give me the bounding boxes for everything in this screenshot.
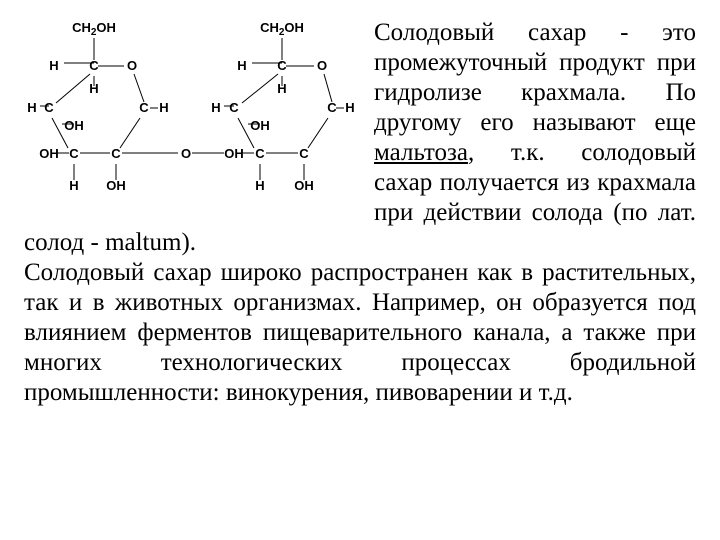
atom-label: C: [327, 100, 337, 115]
atom-label: C: [139, 100, 149, 115]
atom-label: OH: [224, 146, 244, 161]
bond: [134, 74, 144, 102]
atom-label: H: [89, 81, 98, 96]
atom-label: C: [229, 100, 239, 115]
keyword-maltose: мальтоза: [374, 139, 468, 166]
p1-part-a: Солодовый сахар - это промежуточный прод…: [374, 19, 696, 136]
atom-label: H: [277, 81, 286, 96]
atom-label: C: [277, 58, 287, 73]
atom-label: C: [255, 146, 265, 161]
atom-label: H: [237, 58, 246, 73]
atom-label: H: [159, 100, 168, 115]
bond: [120, 118, 140, 148]
paragraph-2: Солодовый сахар широко распространен как…: [24, 258, 696, 408]
atom-label: C: [69, 146, 79, 161]
atom-label: H: [255, 178, 264, 193]
atom-label: H: [27, 100, 36, 115]
atom-label: C: [44, 100, 54, 115]
atom-label: CH2OH: [72, 20, 116, 38]
atom-label: OH: [64, 118, 84, 133]
atom-label: H: [69, 178, 78, 193]
bond: [242, 74, 278, 103]
atom-label: C: [111, 146, 121, 161]
atom-label: OH: [250, 118, 270, 133]
bond: [56, 74, 90, 103]
atom-label: CH2OH: [260, 20, 304, 38]
atom-label: H: [49, 58, 58, 73]
atom-label: C: [89, 58, 99, 73]
atom-label: O: [127, 58, 137, 73]
bond: [324, 74, 332, 102]
atom-label: C: [299, 146, 309, 161]
bond: [308, 118, 328, 148]
atom-label: H: [345, 100, 354, 115]
maltose-structure-diagram: CH2OHCCCCCOHHHHOHOHHOHOCH2OHCCCCCOHHHHOH…: [24, 18, 364, 218]
atom-label: OH: [39, 146, 59, 161]
atom-label: O: [317, 58, 327, 73]
atom-label: O: [181, 146, 191, 161]
atom-label: OH: [106, 178, 126, 193]
atom-label: H: [211, 100, 220, 115]
atom-label: OH: [294, 178, 314, 193]
